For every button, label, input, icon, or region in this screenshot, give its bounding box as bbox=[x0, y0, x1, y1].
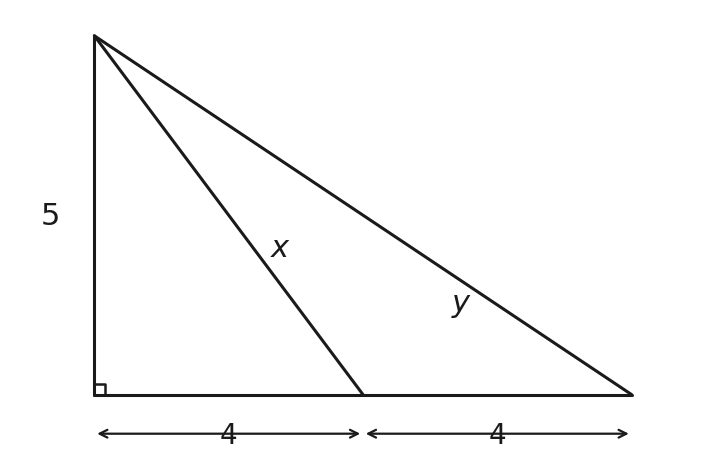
Text: y: y bbox=[452, 288, 470, 318]
Text: 5: 5 bbox=[41, 201, 60, 230]
Text: x: x bbox=[271, 233, 288, 263]
Text: 4: 4 bbox=[220, 421, 237, 449]
Text: 4: 4 bbox=[489, 421, 506, 449]
